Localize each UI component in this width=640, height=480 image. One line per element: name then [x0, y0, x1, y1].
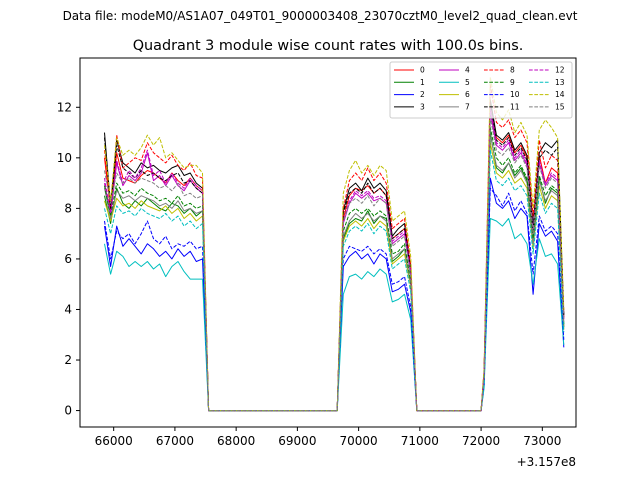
series-line-8	[104, 84, 565, 412]
series-line-11	[104, 104, 565, 412]
legend-label-3: 3	[420, 102, 425, 111]
x-tick-label: 72000	[462, 434, 500, 448]
series-line-7	[104, 134, 565, 412]
legend-label-11: 11	[510, 102, 520, 111]
y-tick-label: 6	[64, 252, 72, 266]
series-line-1	[104, 132, 565, 412]
x-tick-label: 66000	[95, 434, 133, 448]
legend-label-0: 0	[420, 66, 425, 75]
y-tick-label: 12	[57, 100, 72, 114]
series-line-15	[104, 116, 565, 412]
plot-frame	[79, 57, 577, 428]
series-line-4	[104, 111, 565, 412]
y-tick-label: 4	[64, 302, 72, 316]
y-tick-label: 0	[64, 404, 72, 418]
x-tick-label: 68000	[217, 434, 255, 448]
y-tick-label: 10	[57, 151, 72, 165]
legend-label-12: 12	[555, 66, 565, 75]
legend-label-13: 13	[555, 78, 565, 87]
legend-label-4: 4	[465, 66, 470, 75]
legend-label-15: 15	[555, 102, 565, 111]
series-line-9	[104, 127, 565, 412]
legend-label-1: 1	[420, 78, 425, 87]
legend-label-10: 10	[510, 90, 520, 99]
legend-label-6: 6	[465, 90, 470, 99]
series-line-10	[104, 187, 565, 412]
x-axis: 66000 67000 68000 69000 70000 71000 72000 73000	[95, 427, 561, 448]
x-tick-label: 70000	[340, 434, 378, 448]
series-line-13	[104, 149, 565, 412]
series-layer	[104, 76, 565, 412]
legend-label-9: 9	[510, 78, 515, 87]
chart-suptitle: Data file: modeM0/AS1A07_049T01_90000034…	[63, 9, 578, 23]
legend-label-14: 14	[555, 90, 565, 99]
series-line-12	[104, 106, 565, 412]
x-axis-offset-label: +3.157e8	[517, 455, 576, 469]
y-tick-label: 2	[64, 353, 72, 367]
legend-box	[389, 61, 573, 119]
series-line-5	[104, 218, 565, 412]
series-line-14	[104, 76, 565, 412]
x-tick-label: 71000	[401, 434, 439, 448]
chart-title: Quadrant 3 module wise count rates with …	[133, 38, 524, 54]
legend-label-8: 8	[510, 66, 515, 75]
x-tick-label: 73000	[523, 434, 561, 448]
x-tick-label: 67000	[156, 434, 194, 448]
y-axis: 0 2 4 6 8 10 12	[57, 100, 80, 418]
y-tick-label: 8	[64, 201, 72, 215]
x-tick-label: 69000	[278, 434, 316, 448]
series-line-3	[104, 99, 565, 412]
legend-label-5: 5	[465, 78, 470, 87]
legend-label-7: 7	[465, 102, 470, 111]
series-line-2	[104, 177, 565, 412]
series-line-6	[104, 142, 565, 412]
legend-label-2: 2	[420, 90, 425, 99]
